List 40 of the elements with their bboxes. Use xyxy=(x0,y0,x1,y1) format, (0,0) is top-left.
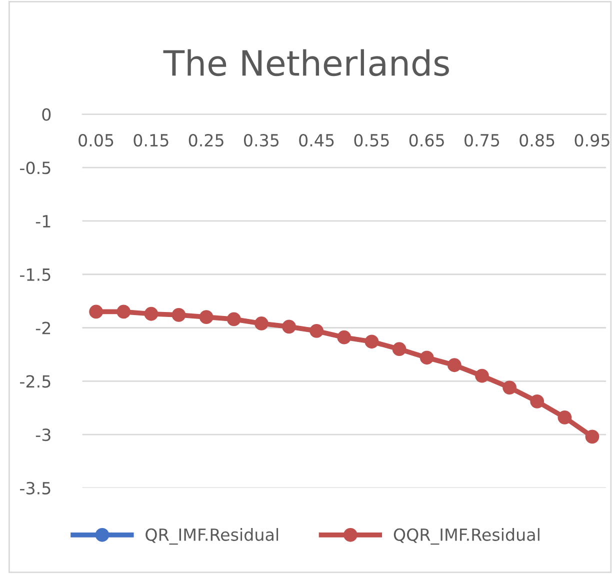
x-tick-label: 0.35 xyxy=(244,134,279,147)
x-tick-label: 0.05 xyxy=(78,134,114,147)
point xyxy=(364,334,379,349)
y-tick-label: -3 xyxy=(36,428,50,442)
y-tick-label: -2.5 xyxy=(20,375,50,388)
y-tick-label: -1 xyxy=(36,215,50,228)
point xyxy=(558,410,572,424)
point xyxy=(172,308,186,322)
x-tick-label: 0.55 xyxy=(354,134,389,147)
y-tick-label: -1.5 xyxy=(20,268,50,281)
point xyxy=(144,306,158,321)
legend-label: QR_IMF.Residual xyxy=(146,528,278,545)
x-tick-label: 0.85 xyxy=(520,134,554,147)
x-tick-label: 0.95 xyxy=(574,134,610,147)
point xyxy=(530,394,544,408)
point xyxy=(502,380,516,394)
x-tick-label: 0.25 xyxy=(188,134,224,147)
x-tick-label: 0.65 xyxy=(409,134,444,147)
point xyxy=(392,342,406,356)
point xyxy=(310,324,324,338)
point xyxy=(282,320,296,334)
y-tick-label: 0 xyxy=(42,108,51,121)
point xyxy=(475,368,489,383)
y-tick-label: -0.5 xyxy=(20,162,50,174)
point xyxy=(89,304,104,319)
x-tick-label: 0.75 xyxy=(464,134,500,147)
legend-label: QQR_IMF.Residual xyxy=(394,528,540,545)
point xyxy=(199,310,214,324)
point xyxy=(254,316,268,330)
y-tick-label: -3.5 xyxy=(20,482,50,494)
point xyxy=(447,358,462,372)
x-tick-label: 0.45 xyxy=(299,134,334,147)
point xyxy=(226,312,241,326)
point xyxy=(116,304,131,319)
point xyxy=(337,330,352,344)
point xyxy=(420,350,434,365)
chart-title: The Netherlands xyxy=(163,49,449,76)
x-tick-label: 0.15 xyxy=(134,134,168,147)
point xyxy=(585,430,600,444)
y-tick-label: -2 xyxy=(36,322,50,334)
